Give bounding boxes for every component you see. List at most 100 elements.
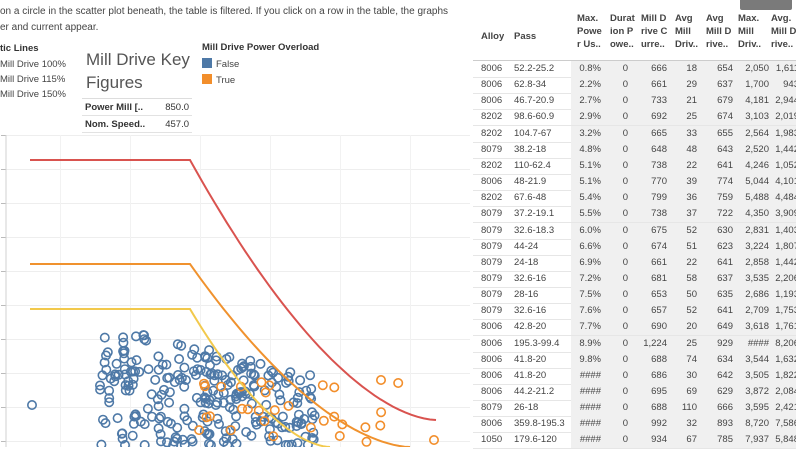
scatter-point[interactable]	[376, 407, 387, 418]
table-row[interactable]: 8006 52.2-25.2 0.8% 0 666 18 654 2,050 1,611	[473, 61, 796, 78]
table-row[interactable]: 8006 42.8-20 7.7% 0 690 20 649 3,618 1,761	[473, 319, 796, 337]
scatter-point[interactable]	[292, 398, 303, 409]
scatter-point[interactable]	[225, 377, 236, 388]
scatter-point[interactable]	[428, 434, 439, 445]
scatter-point[interactable]	[259, 416, 270, 427]
scatter-point[interactable]	[155, 411, 166, 422]
scatter-point[interactable]	[120, 385, 131, 396]
scatter-point[interactable]	[130, 366, 141, 377]
scatter-point[interactable]	[329, 382, 340, 393]
scatter-point[interactable]	[179, 381, 190, 392]
scatter-point[interactable]	[111, 358, 122, 369]
legend-item-true[interactable]: True	[202, 73, 319, 89]
scatter-point[interactable]	[308, 427, 319, 438]
scatter-point[interactable]	[141, 335, 152, 346]
scatter-point[interactable]	[214, 419, 225, 430]
scatter-point[interactable]	[249, 381, 260, 392]
scatter-point[interactable]	[172, 433, 183, 444]
scatter-point[interactable]	[139, 419, 150, 430]
scatter-point[interactable]	[266, 377, 277, 388]
scatter-point[interactable]	[26, 399, 37, 410]
scatter-point[interactable]	[375, 420, 386, 431]
scatter-point[interactable]	[174, 374, 185, 385]
scatter-point[interactable]	[164, 397, 175, 408]
scatter-point[interactable]	[218, 436, 229, 447]
header-pass[interactable]: Pass	[514, 31, 537, 42]
scatter-point[interactable]	[225, 425, 236, 436]
scatter-point[interactable]	[204, 428, 215, 439]
scatter-point[interactable]	[360, 422, 371, 433]
scatter-point[interactable]	[96, 439, 107, 447]
table-row[interactable]: 8079 26-18 #### 0 688 110 666 3,595 2,421	[473, 400, 796, 418]
scatter-point[interactable]	[277, 411, 288, 422]
table-row[interactable]: 8079 28-16 7.5% 0 653 50 635 2,686 1,193	[473, 287, 796, 305]
scatter-point[interactable]	[218, 387, 229, 398]
scatter-point[interactable]	[273, 372, 284, 383]
scatter-point[interactable]	[110, 369, 121, 380]
scatter-point[interactable]	[131, 355, 142, 366]
scatter-point[interactable]	[152, 394, 163, 405]
scatter-point[interactable]	[255, 358, 266, 369]
scatter-point[interactable]	[268, 431, 279, 442]
scatter-point[interactable]	[242, 404, 253, 415]
scatter-point[interactable]	[375, 375, 386, 386]
legend-item-false[interactable]: False	[202, 57, 319, 73]
header-alloy[interactable]: Alloy	[481, 31, 505, 42]
header-duration-power[interactable]: Durat ion P owe..	[610, 13, 635, 50]
scatter-point[interactable]	[99, 332, 110, 343]
scatter-point[interactable]	[295, 375, 306, 386]
scatter-point[interactable]	[187, 349, 198, 360]
scatter-point[interactable]	[306, 407, 317, 418]
scatter-point[interactable]	[227, 434, 238, 445]
scatter-point[interactable]	[217, 370, 228, 381]
table-row[interactable]: 8202 98.6-60.9 2.9% 0 692 25 674 3,103 2,019	[473, 109, 796, 127]
scatter-point[interactable]	[264, 431, 275, 442]
header-max-power[interactable]: Max. Powe r Us..	[577, 13, 602, 50]
scatter-point[interactable]	[100, 418, 111, 429]
scatter-point[interactable]	[150, 374, 161, 385]
table-row[interactable]: 8006 195.3-99.4 8.9% 0 1,224 25 929 #### 8,206	[473, 335, 796, 353]
table-row[interactable]: 8202 67.6-48 5.4% 0 799 36 759 5,488 4,484	[473, 190, 796, 208]
scatter-point[interactable]	[112, 413, 123, 424]
scatter-point[interactable]	[286, 439, 297, 447]
table-row[interactable]: 1050 179.6-120 #### 0 934 67 785 7,937 5,848	[473, 432, 796, 449]
scatter-point[interactable]	[189, 344, 200, 355]
scatter-point[interactable]	[153, 351, 164, 362]
scatter-point[interactable]	[241, 426, 252, 437]
scatter-point[interactable]	[256, 377, 267, 388]
scatter-point[interactable]	[222, 380, 233, 391]
scatter-point[interactable]	[292, 438, 303, 447]
scatter-point[interactable]	[269, 405, 280, 416]
scatter-point[interactable]	[95, 380, 106, 391]
scatter-point[interactable]	[305, 422, 316, 433]
table-row[interactable]: 8079 24-18 6.9% 0 661 22 641 2,858 1,442	[473, 254, 796, 272]
scatter-point[interactable]	[117, 433, 128, 444]
scatter-point[interactable]	[204, 438, 214, 447]
scatter-points[interactable]	[26, 330, 439, 447]
scatter-point[interactable]	[245, 355, 256, 366]
table-row[interactable]: 8079 37.2-19.1 5.5% 0 738 37 722 4,350 3,909	[473, 206, 796, 224]
table-row[interactable]: 8079 32.6-16 7.6% 0 657 52 641 2,709 1,753	[473, 303, 796, 321]
scatter-point[interactable]	[162, 416, 173, 427]
scatter-point[interactable]	[318, 415, 329, 426]
scatter-point[interactable]	[216, 381, 227, 392]
scatter-point[interactable]	[139, 440, 150, 447]
table-row[interactable]: 8079 32.6-16 7.2% 0 681 58 637 3,535 2,206	[473, 270, 796, 288]
table-row[interactable]: 8006 48-21.9 5.1% 0 770 39 774 5,044 4,101	[473, 174, 796, 192]
scatter-point[interactable]	[104, 385, 115, 396]
header-mill-drive-current[interactable]: Mill D rive C urre..	[641, 13, 668, 50]
scatter-point[interactable]	[186, 434, 197, 445]
scatter-point[interactable]	[253, 405, 264, 416]
scatter-point[interactable]	[120, 440, 130, 447]
table-row[interactable]: 8006 41.8-20 9.8% 0 688 74 634 3,544 1,632	[473, 351, 796, 369]
scatter-plot[interactable]	[0, 135, 470, 447]
scatter-point[interactable]	[104, 393, 115, 404]
scatter-point[interactable]	[173, 370, 184, 381]
legend-item-mill-drive-115[interactable]: Mill Drive 115%	[0, 74, 66, 85]
table-row[interactable]: 8202 104.7-67 3.2% 0 665 33 655 2,564 1,983	[473, 125, 796, 143]
scatter-point[interactable]	[162, 437, 172, 447]
scatter-point[interactable]	[116, 428, 127, 439]
table-row[interactable]: 8006 44.2-21.2 #### 0 695 69 629 3,872 2,084	[473, 384, 796, 401]
scatter-point[interactable]	[209, 370, 220, 381]
scatter-point[interactable]	[194, 425, 205, 436]
